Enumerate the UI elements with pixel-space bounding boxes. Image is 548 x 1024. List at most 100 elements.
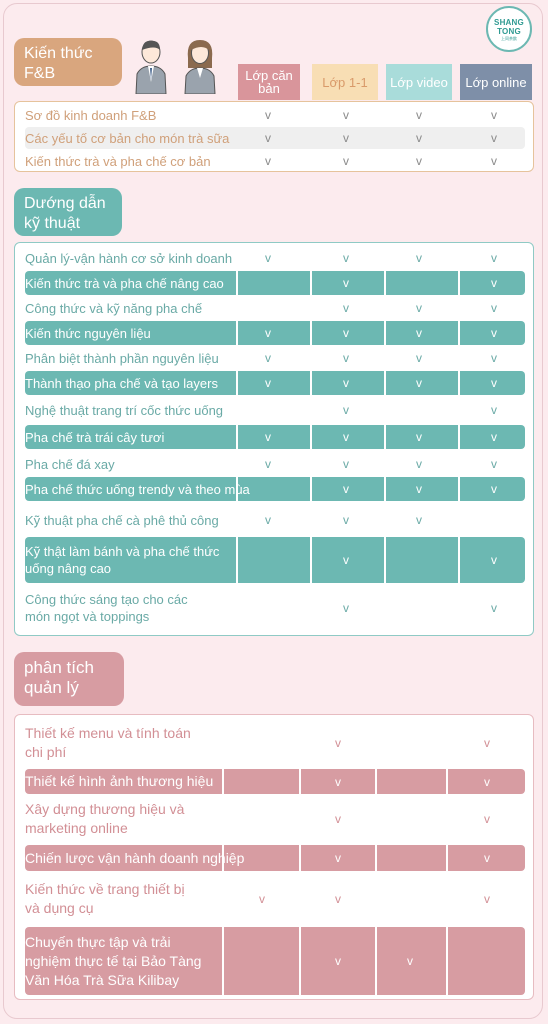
table-row: Kỹ thật làm bánh và pha chế thức uống nâ… [15,537,533,583]
table-row: Thiết kế menu và tính toán chi phí v v [15,719,533,767]
check-online: v [484,736,490,750]
check-online: v [484,774,490,789]
row-label: Pha chế trà trái cây tươi [25,429,165,445]
check-online: v [491,108,497,122]
check-basic [258,477,278,501]
table-row: Thành thạo pha chế và tạo layers v v v v [15,371,533,395]
column-header-video: Lớp video [386,64,452,100]
check-video: v [416,430,422,444]
check-1on1: v [343,326,349,340]
row-label: Sơ đồ kinh doanh F&B [25,107,157,123]
check-basic [258,586,278,630]
check-1on1: v [343,351,349,365]
check-basic [258,537,278,583]
check-online: v [484,851,490,865]
table-row: Kiến thức trà và pha chế nâng cao v v [15,271,533,295]
page-frame [3,3,543,1019]
table-row: Pha chế trà trái cây tươi v v v v [15,425,533,449]
column-header-online: Lớp online [460,64,532,100]
check-1on1: v [335,892,341,906]
check-basic: v [265,430,271,444]
check-online: v [491,553,497,567]
row-label: Pha chế thức uống trendy và theo mùa [25,481,250,497]
section-title-fnb: Kiến thức F&B [14,38,122,86]
row-label: Phân biệt thành phần nguyên liệu [25,350,219,366]
check-video: v [416,513,422,527]
check-video: v [416,154,422,168]
table-row: Kiến thức nguyên liệu v v v v [15,321,533,345]
check-video [400,873,420,925]
table-row: Chuyến thực tập và trải nghiệm thực tế t… [15,927,533,995]
check-video: v [416,482,422,496]
check-online: v [491,403,497,417]
row-label: Kỹ thuật pha chế cà phê thủ công [25,512,219,528]
table-row: Công thức sáng tạo cho các món ngọt và t… [15,586,533,630]
section-technique-table: Quản lý-vận hành cơ sở kinh doanh v v v … [14,242,534,636]
check-online [484,505,504,535]
section-fnb-table: Sơ đồ kinh doanh F&B v v v v Các yếu tố … [14,101,534,172]
check-online: v [491,276,497,290]
check-online: v [491,430,497,444]
row-label: Kiến thức về trang thiết bị và dụng cụ [25,881,185,916]
female-staff-avatar [184,40,216,94]
check-video [409,537,429,583]
section-title-management: phân tích quản lý [14,652,124,706]
check-basic [252,845,272,871]
check-basic: v [265,108,271,122]
row-label: Kiến thức nguyên liệu [25,325,151,341]
table-row: Thiết kế hình ảnh thương hiệu v v [15,769,533,794]
row-label: Công thức sáng tạo cho các món ngọt và t… [25,592,188,624]
table-row: Nghệ thuật trang trí cốc thức uống v v [15,397,533,423]
check-1on1: v [335,851,341,865]
row-highlight [25,477,525,501]
table-row: Công thức và kỹ năng pha chế v v v [15,296,533,320]
check-basic: v [265,376,271,390]
row-label: Kiến thức trà và pha chế nâng cao [25,275,224,291]
row-highlight [25,845,525,871]
row-highlight [25,371,525,395]
check-1on1: v [343,553,349,567]
check-online: v [484,892,490,906]
check-video [409,586,429,630]
check-basic: v [265,326,271,340]
check-video [400,845,420,871]
row-highlight [25,537,525,583]
logo-subtext: 上同茶飲 [501,35,517,41]
check-video: v [416,457,422,471]
row-label: Thiết kế hình ảnh thương hiệu [25,773,214,789]
row-label: Chiến lược vận hành doanh nghiệp [25,849,245,866]
row-label: Các yếu tố cơ bản cho món trà sữa [25,130,230,146]
check-video: v [416,351,422,365]
check-1on1: v [343,482,349,496]
check-1on1: v [343,376,349,390]
table-row: Kiến thức trà và pha chế cơ bản v v v v [15,150,533,172]
check-1on1: v [335,812,341,826]
row-label: Thành thạo pha chế và tạo layers [25,375,218,391]
check-online [477,927,497,995]
check-video: v [416,108,422,122]
check-basic [252,927,272,995]
check-online: v [491,251,497,265]
check-video: v [416,301,422,315]
row-highlight [25,321,525,345]
table-row: Sơ đồ kinh doanh F&B v v v v [15,104,533,126]
row-highlight [25,769,525,794]
check-1on1: v [343,513,349,527]
logo-text-top: SHANG [494,17,524,27]
check-basic: v [265,457,271,471]
check-online: v [491,482,497,496]
check-basic: v [265,131,271,145]
table-row: Kiến thức về trang thiết bị và dụng cụ v… [15,873,533,925]
check-basic: v [259,892,265,906]
column-header-1on1: Lớp 1-1 [312,64,378,100]
check-online: v [491,457,497,471]
check-video [400,769,420,794]
table-row: Xây dựng thương hiệu và marketing online… [15,795,533,843]
check-basic [252,795,272,843]
male-staff-avatar [135,40,167,94]
check-1on1: v [343,601,349,615]
table-row: Quản lý-vận hành cơ sở kinh doanh v v v … [15,246,533,270]
check-video: v [416,251,422,265]
row-highlight [25,127,525,149]
brand-logo: SHANG TONG 上同茶飲 [486,6,532,52]
